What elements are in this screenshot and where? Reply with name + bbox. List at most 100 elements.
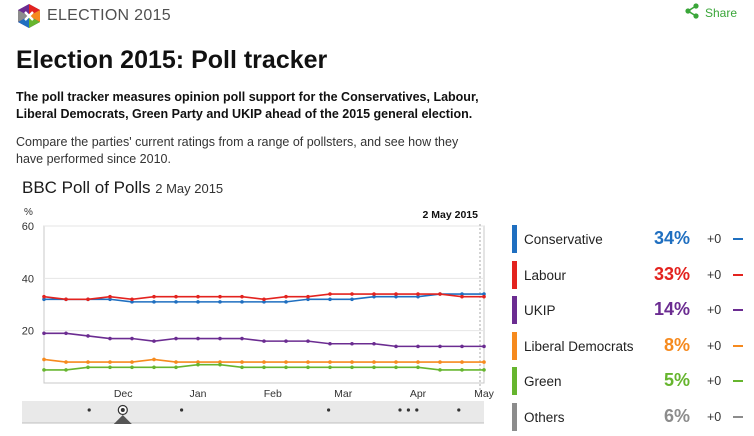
election-logo [18,4,40,28]
data-point-labour [394,292,398,296]
page-title: Election 2015: Poll tracker [16,46,328,74]
timeline-event-dot [180,408,184,412]
legend-percentage: 6% [663,405,690,426]
data-point-labour [416,292,420,296]
data-point-liberal-democrats [64,360,68,364]
data-point-ukip [64,331,68,336]
legend-percentage: 5% [663,370,690,390]
legend-line-swatch [733,273,743,276]
data-point-ukip [394,344,398,349]
legend-party-name: Labour [524,267,567,283]
data-point-liberal-democrats [482,360,486,364]
data-point-conservative [350,297,354,302]
x-tick-label: Feb [264,388,282,400]
legend-color-bar [512,331,517,360]
timeline-event-dot [457,408,461,412]
legend-line-swatch [733,415,743,418]
timeline-event-dot [87,408,91,412]
data-point-green [328,365,332,370]
x-tick-label: Apr [410,388,427,400]
data-point-conservative [306,297,310,302]
data-point-labour [306,294,310,299]
y-tick-label: 40 [22,273,34,285]
legend-color-bar [512,296,517,324]
chart-date: 2 May 2015 [155,181,224,196]
data-point-conservative [482,292,486,296]
data-point-labour [284,294,288,299]
data-point-labour [240,294,244,299]
data-point-ukip [350,341,354,346]
legend-line-swatch [733,380,743,382]
chart-heading: BBC Poll of Polls 2 May 2015 [22,178,223,198]
data-point-liberal-democrats [328,360,332,364]
chart-title: BBC Poll of Polls [22,178,151,197]
data-point-conservative [460,292,464,296]
data-point-ukip [174,336,178,341]
data-point-green [218,362,222,367]
data-point-green [196,362,200,367]
article-intro: Compare the parties' current ratings fro… [16,135,459,166]
x-tick-label: Dec [114,388,133,400]
data-point-green [262,365,266,370]
data-point-conservative [328,297,332,302]
legend-percentage: 33% [653,263,690,284]
data-point-labour [86,297,90,302]
data-point-ukip [42,331,46,336]
legend-change: +0 [707,303,722,317]
y-tick-label: 20 [22,326,34,338]
brand-text: ELECTION 2015 [47,7,171,24]
legend-item-conservative[interactable]: Conservative 34% +0 [512,222,754,256]
legend-change: +0 [707,267,722,282]
x-tick-label: May [474,388,494,400]
data-point-liberal-democrats [262,360,266,364]
y-tick-label: 60 [22,221,34,233]
legend-item-liberal-democrats[interactable]: Liberal Democrats 8% +0 [512,329,754,363]
legend-change: +0 [707,374,722,388]
data-point-liberal-democrats [394,360,398,364]
data-point-ukip [372,341,376,346]
top-bar: ELECTION 2015 Share [0,0,754,32]
plot-frame [43,225,485,384]
legend-item-others[interactable]: Others 6% +0 [512,400,754,434]
data-point-conservative [108,297,112,302]
timeline-strip [22,401,484,423]
legend-party-name: Green [524,374,562,389]
poll-chart[interactable]: 20 40 60% 2 May 2015 Dec Jan Feb Mar Apr May [14,200,494,436]
timeline-event-dot [415,408,419,412]
timeline-handle-dot [120,408,125,412]
data-point-conservative [218,300,222,304]
x-tick-label: Mar [334,388,353,400]
legend-item-ukip[interactable]: UKIP 14% +0 [512,293,754,327]
data-point-liberal-democrats [218,360,222,364]
data-point-green [482,368,486,372]
data-point-liberal-democrats [306,360,310,364]
data-point-labour [372,292,376,296]
data-point-liberal-democrats [196,360,200,364]
legend-party-name: Liberal Democrats [524,338,634,354]
data-point-ukip [482,344,486,349]
data-point-conservative [42,297,46,302]
data-point-ukip [328,341,332,346]
data-point-labour [460,294,464,299]
data-point-green [372,365,376,370]
data-point-liberal-democrats [42,357,46,362]
data-point-labour [438,292,442,296]
data-point-conservative [240,300,244,304]
data-point-green [394,365,398,370]
data-point-liberal-democrats [240,360,244,364]
legend-color-bar [512,402,517,431]
legend-percentage: 14% [653,299,690,319]
data-point-conservative [130,300,134,304]
legend-item-labour[interactable]: Labour 33% +0 [512,258,754,292]
data-point-labour [108,294,112,299]
data-point-liberal-democrats [372,360,376,364]
legend-change: +0 [707,409,722,424]
legend-color-bar [512,225,517,253]
data-point-liberal-democrats [108,360,112,364]
share-label: Share [705,6,738,20]
data-point-conservative [262,300,266,304]
data-point-conservative [394,294,398,299]
share-button[interactable]: Share [684,3,744,21]
legend-item-green[interactable]: Green 5% +0 [512,364,754,398]
data-point-conservative [416,294,420,299]
